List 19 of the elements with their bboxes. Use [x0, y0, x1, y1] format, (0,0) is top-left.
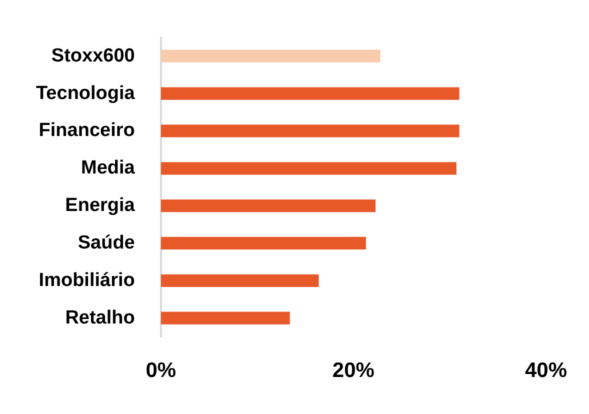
y-tick-label: Financeiro [38, 120, 135, 142]
y-tick-label: Tecnologia [36, 82, 136, 104]
y-tick-label: Media [81, 158, 136, 179]
bar [160, 87, 460, 100]
y-tick-label: Retalho [65, 307, 135, 328]
x-tick-label: 40% [524, 359, 568, 382]
y-tick-label: Energia [65, 195, 136, 216]
bar [160, 274, 319, 287]
bar [160, 50, 380, 62]
x-tick-label: 20% [332, 359, 375, 382]
y-tick-label: Imobiliário [38, 270, 135, 291]
bar [160, 312, 290, 324]
y-tick-label: Stoxx600 [51, 45, 135, 66]
bar [160, 162, 456, 175]
bar [160, 236, 366, 250]
bar [160, 199, 376, 212]
y-tick-label: Saúde [78, 232, 135, 254]
bar [160, 124, 460, 138]
x-tick-label: 0% [146, 359, 176, 382]
